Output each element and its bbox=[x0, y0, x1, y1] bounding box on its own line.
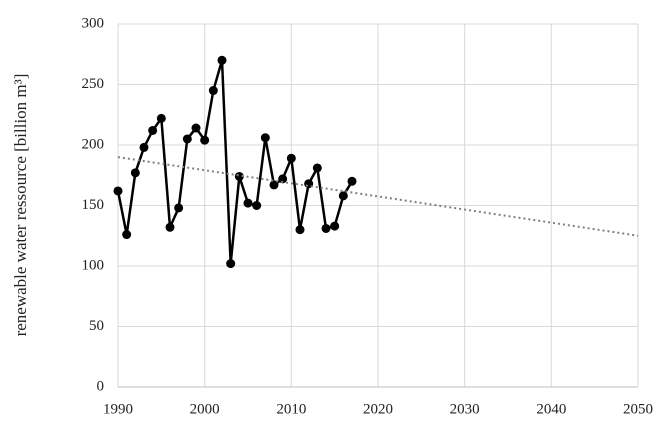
marker bbox=[278, 174, 288, 184]
marker bbox=[122, 230, 132, 240]
marker bbox=[338, 191, 348, 201]
marker bbox=[200, 135, 210, 145]
marker bbox=[252, 201, 262, 210]
marker bbox=[148, 125, 158, 135]
marker bbox=[226, 259, 236, 269]
y-tick-label: 300 bbox=[82, 15, 105, 31]
marker bbox=[165, 222, 175, 232]
marker bbox=[191, 123, 201, 133]
x-tick-label: 1990 bbox=[103, 401, 133, 417]
y-tick-label: 200 bbox=[82, 136, 105, 152]
marker bbox=[243, 198, 253, 208]
x-tick-label: 2050 bbox=[623, 401, 653, 417]
marker bbox=[321, 223, 331, 233]
x-tick-label: 2000 bbox=[190, 401, 220, 417]
marker bbox=[182, 134, 192, 144]
marker bbox=[174, 203, 184, 213]
marker bbox=[208, 86, 218, 96]
y-tick-label: 100 bbox=[82, 257, 105, 273]
y-tick-label: 250 bbox=[82, 76, 105, 92]
y-tick-label: 0 bbox=[97, 378, 105, 394]
marker bbox=[269, 180, 279, 190]
x-tick-label: 2030 bbox=[450, 401, 480, 417]
x-tick-label: 2010 bbox=[276, 401, 306, 417]
y-tick-label: 50 bbox=[89, 318, 104, 334]
y-tick-label: 150 bbox=[82, 197, 105, 213]
marker bbox=[130, 168, 140, 178]
x-tick-label: 2020 bbox=[363, 401, 393, 417]
marker bbox=[260, 133, 270, 143]
y-axis-label: renewable water ressource [billion m³] bbox=[11, 74, 30, 337]
marker bbox=[139, 142, 149, 152]
marker bbox=[217, 55, 227, 65]
marker bbox=[156, 113, 166, 123]
marker bbox=[286, 153, 296, 163]
marker bbox=[295, 225, 305, 235]
x-tick-label: 2040 bbox=[536, 401, 566, 417]
marker bbox=[312, 163, 322, 173]
data-line bbox=[116, 59, 354, 265]
marker bbox=[347, 176, 357, 186]
marker bbox=[330, 221, 340, 231]
marker bbox=[113, 186, 123, 196]
